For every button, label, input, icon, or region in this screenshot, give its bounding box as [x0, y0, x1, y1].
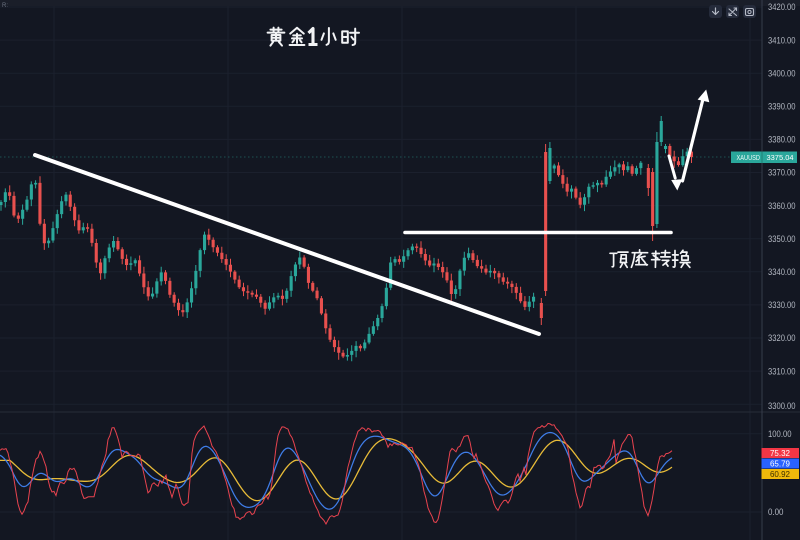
svg-text:3390.00: 3390.00 — [768, 102, 796, 112]
svg-text:XAUUSD: XAUUSD — [737, 153, 761, 162]
svg-text:3375.04: 3375.04 — [767, 153, 794, 162]
svg-text:3330.00: 3330.00 — [768, 300, 796, 310]
svg-text:0.00: 0.00 — [768, 507, 784, 517]
svg-text:3310.00: 3310.00 — [768, 366, 796, 376]
svg-text:100.00: 100.00 — [768, 429, 792, 439]
svg-text:3300.00: 3300.00 — [768, 401, 796, 411]
svg-text:60.92: 60.92 — [770, 470, 791, 479]
svg-text:3400.00: 3400.00 — [768, 68, 796, 78]
svg-text:3370.00: 3370.00 — [768, 168, 796, 178]
svg-text:65.79: 65.79 — [770, 459, 791, 468]
svg-text:3420.00: 3420.00 — [768, 2, 796, 12]
svg-text:3380.00: 3380.00 — [768, 135, 796, 145]
svg-text:3350.00: 3350.00 — [768, 234, 796, 244]
svg-text:R:: R: — [2, 3, 8, 9]
svg-text:3320.00: 3320.00 — [768, 333, 796, 343]
svg-text:3340.00: 3340.00 — [768, 267, 796, 277]
svg-text:3360.00: 3360.00 — [768, 201, 796, 211]
svg-text:3410.00: 3410.00 — [768, 35, 796, 45]
svg-text:75.32: 75.32 — [770, 449, 791, 458]
